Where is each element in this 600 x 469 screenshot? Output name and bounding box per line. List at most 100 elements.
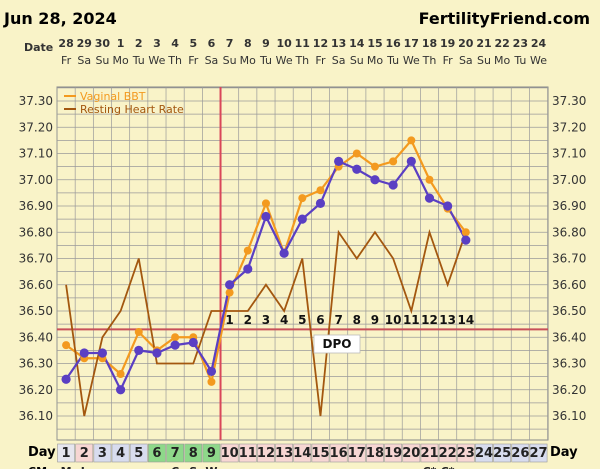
temperature-point[interactable]: [334, 156, 344, 166]
cycle-day-cell: [148, 443, 166, 463]
y-tick-label-left: 36.50: [19, 304, 53, 318]
weekday-label: Su: [95, 54, 109, 67]
dpo-number: 11: [403, 313, 420, 327]
bbt-point[interactable]: [407, 136, 416, 145]
cycle-day-number: 3: [98, 446, 107, 461]
weekday-label: Sa: [459, 54, 473, 67]
cycle-day-cell: [111, 443, 130, 463]
date-label: 30: [95, 37, 111, 50]
weekday-label: Tu: [386, 54, 399, 67]
y-tick-label-right: 36.70: [552, 252, 586, 266]
date-label: 17: [404, 37, 419, 50]
y-tick-label-right: 36.30: [552, 357, 586, 371]
date-label: 23: [513, 37, 528, 50]
date-label: 7: [226, 37, 234, 50]
cm-row-label: CM: [28, 465, 47, 469]
cycle-day-cell: [238, 443, 257, 463]
temperature-point[interactable]: [370, 175, 380, 185]
cycle-day-number: 8: [189, 446, 198, 461]
temperature-point[interactable]: [243, 264, 253, 274]
bbt-point[interactable]: [225, 288, 234, 297]
y-tick-label-left: 36.10: [19, 409, 53, 423]
temperature-point[interactable]: [424, 193, 435, 203]
cycle-day-cell: [493, 443, 512, 463]
bbt-point[interactable]: [261, 199, 270, 208]
temperature-point[interactable]: [388, 180, 398, 190]
cycle-day-cell: [420, 443, 439, 463]
cycle-day-cell: [129, 443, 148, 463]
temperature-point[interactable]: [225, 280, 235, 290]
cycle-day-number: 26: [511, 446, 529, 461]
bbt-point[interactable]: [62, 341, 71, 350]
temperature-point[interactable]: [352, 164, 362, 174]
bbt-point[interactable]: [171, 333, 180, 342]
weekday-label: Th: [167, 54, 182, 67]
temperature-point[interactable]: [443, 201, 453, 211]
bbt-point[interactable]: [461, 228, 470, 237]
bbt-point[interactable]: [352, 149, 361, 158]
temperature-point[interactable]: [170, 340, 180, 350]
date-label: 28: [58, 37, 73, 50]
temperature-point[interactable]: [406, 156, 416, 166]
weekday-label: Sa: [205, 54, 219, 67]
temperature-point[interactable]: [61, 374, 71, 384]
bbt-point[interactable]: [316, 186, 325, 195]
temperature-point[interactable]: [206, 366, 217, 376]
date-label: 14: [349, 37, 365, 50]
site-name[interactable]: FertilityFriend.com: [419, 9, 590, 28]
bbt-point[interactable]: [243, 246, 252, 255]
cycle-day-number: 1: [62, 446, 71, 461]
cycle-day-cell: [75, 443, 94, 463]
cycle-day-number: 25: [493, 446, 511, 461]
cycle-day-number: 18: [366, 446, 384, 461]
temperature-point[interactable]: [152, 348, 162, 358]
date-label: 9: [262, 37, 270, 50]
weekday-label: Tu: [259, 54, 272, 67]
bbt-point[interactable]: [370, 162, 379, 171]
bbt-point[interactable]: [389, 157, 398, 166]
bbt-point[interactable]: [134, 328, 143, 336]
cycle-day-number: 16: [330, 446, 348, 461]
cycle-day-cell: [438, 443, 457, 463]
temperature-point[interactable]: [188, 337, 198, 348]
weekday-label: Tu: [513, 54, 526, 67]
bbt-point[interactable]: [207, 377, 216, 386]
date-label: 11: [295, 37, 310, 50]
temperature-point[interactable]: [261, 211, 271, 222]
temperature-point[interactable]: [461, 235, 471, 245]
weekday-label: Mo: [494, 54, 510, 67]
bbt-point[interactable]: [425, 175, 434, 184]
temperature-point[interactable]: [279, 248, 289, 258]
cycle-day-cell: [220, 443, 239, 463]
bottom-row-mark: •: [99, 465, 106, 469]
legend-label: Vaginal BBT: [80, 90, 146, 103]
y-tick-label-right: 36.50: [552, 304, 586, 318]
cycle-day-cell: [184, 443, 203, 463]
weekday-label: Th: [294, 54, 309, 67]
temperature-point[interactable]: [97, 348, 108, 358]
date-label: 16: [385, 37, 401, 50]
cycle-day-number: 17: [348, 446, 366, 461]
cycle-day-cell: [329, 443, 348, 463]
cycle-day-number: 27: [529, 446, 547, 461]
dpo-number: 14: [457, 313, 474, 327]
temperature-point[interactable]: [115, 385, 126, 395]
temperature-point[interactable]: [79, 348, 89, 358]
cycle-day-number: 2: [80, 446, 89, 461]
temperature-point[interactable]: [315, 198, 326, 208]
cycle-day-number: 15: [311, 446, 329, 461]
bottom-row-mark: L: [81, 465, 88, 469]
cycle-day-cell: [456, 443, 475, 463]
temperature-point[interactable]: [134, 345, 144, 355]
weekday-label: Su: [477, 54, 491, 67]
bbt-point[interactable]: [116, 370, 125, 378]
cycle-day-cell: [166, 443, 184, 463]
weekday-label: We: [148, 54, 165, 67]
weekday-label: Su: [350, 54, 364, 67]
bbt-point[interactable]: [298, 194, 307, 203]
temperature-point[interactable]: [297, 214, 307, 224]
y-tick-label-right: 36.80: [552, 225, 586, 239]
weekday-label: Fr: [443, 54, 454, 67]
date-label: 10: [276, 37, 292, 50]
